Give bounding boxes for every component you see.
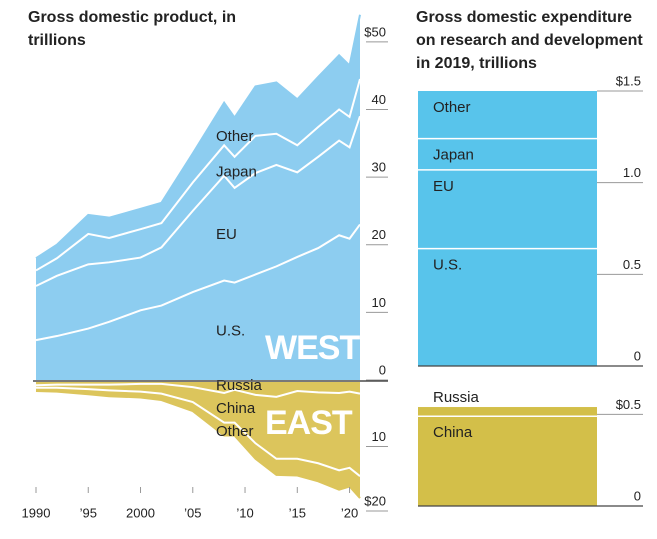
area-edge	[35, 223, 361, 342]
chart-title: Gross domestic expenditure on research a…	[416, 9, 643, 72]
bar-segment	[418, 138, 597, 170]
bar-segment	[418, 91, 597, 139]
area-fill	[36, 79, 360, 286]
series-label: Russia	[216, 377, 263, 394]
y-tick-label: 0	[379, 362, 386, 377]
y-tick-label: 0	[634, 348, 641, 363]
y-tick-label: 40	[372, 92, 386, 107]
segment-label: China	[433, 424, 473, 441]
x-tick-label: ’20	[341, 505, 358, 520]
x-tick-label: ’95	[80, 505, 97, 520]
y-tick-label: 0.5	[623, 257, 641, 272]
segment-label: Japan	[433, 147, 474, 164]
bar-segment	[418, 248, 597, 366]
segment-label: Russia	[433, 389, 480, 406]
y-tick-label: $0.5	[616, 397, 641, 412]
bar-segment	[418, 407, 597, 417]
series-label: EU	[216, 226, 237, 243]
x-tick-label: 2000	[126, 505, 155, 520]
y-tick-label: $50	[364, 24, 386, 39]
series-label: Other	[216, 423, 254, 440]
area-edge	[35, 382, 361, 398]
y-tick-label: 0	[634, 488, 641, 503]
segment-label: EU	[433, 178, 454, 195]
area-fill	[36, 383, 360, 477]
area-edge	[35, 78, 361, 272]
x-tick-label: 1990	[22, 505, 51, 520]
annotation: EAST	[265, 404, 353, 442]
y-tick-label: 20	[372, 227, 386, 242]
series-label: U.S.	[216, 322, 245, 339]
area-edge	[35, 390, 361, 499]
series-label: Japan	[216, 163, 257, 180]
area-edge	[35, 14, 361, 260]
annotation: WEST	[265, 329, 360, 367]
series-label: Other	[216, 128, 254, 145]
segment-label: Other	[433, 99, 471, 116]
series-label: China	[216, 400, 256, 417]
x-tick-label: ’15	[289, 505, 306, 520]
chart-title: Gross domestic product, in trillions	[28, 9, 237, 49]
bar-segment	[418, 416, 597, 506]
x-tick-label: ’05	[184, 505, 201, 520]
y-tick-label: 30	[372, 160, 386, 175]
area-fill	[36, 14, 360, 271]
y-tick-label: $20	[364, 493, 386, 508]
area-fill	[36, 382, 360, 397]
area-edge	[35, 115, 361, 287]
area-edge	[36, 386, 361, 477]
x-tick-label: ’10	[236, 505, 253, 520]
area-fill	[36, 116, 360, 341]
y-tick-label: 1.0	[623, 165, 641, 180]
y-tick-label: 10	[372, 295, 386, 310]
bar-segment	[418, 169, 597, 249]
y-tick-label: 10	[372, 429, 386, 444]
y-tick-label: $1.5	[616, 73, 641, 88]
area-fill	[36, 387, 360, 499]
segment-label: U.S.	[433, 257, 462, 274]
area-fill	[36, 224, 360, 380]
